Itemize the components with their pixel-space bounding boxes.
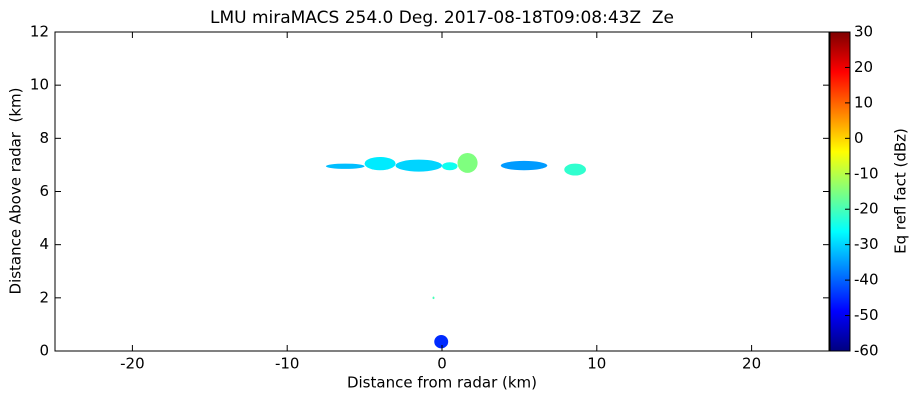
colorbar-tick-label: 30 (854, 23, 873, 41)
y-tick-label: 6 (39, 182, 49, 200)
x-tick-label: 20 (742, 355, 761, 373)
x-tick-label: 0 (437, 355, 447, 373)
echo (442, 162, 458, 171)
y-tick-label: 10 (30, 76, 49, 94)
colorbar-tick-label: -10 (854, 164, 879, 182)
colorbar-tick-label: 20 (854, 58, 873, 76)
echo (364, 156, 396, 171)
y-axis-label: Distance Above radar (km) (7, 88, 25, 295)
x-tick-label: -20 (120, 355, 145, 373)
colorbar-tick-label: -40 (854, 271, 879, 289)
echo (457, 152, 478, 173)
echo (395, 159, 442, 172)
colorbar (829, 31, 851, 352)
x-tick-label: -10 (275, 355, 300, 373)
colorbar-label: Eq refl fact (dBz) (892, 128, 910, 254)
colorbar-tick-label: -60 (854, 342, 879, 360)
y-tick-label: 4 (39, 235, 49, 253)
colorbar-tick-label: 10 (854, 93, 873, 111)
y-tick-label: 2 (39, 288, 49, 306)
echo (325, 163, 365, 169)
y-tick-label: 8 (39, 129, 49, 147)
colorbar-tick-label: 0 (854, 129, 864, 147)
colorbar-tick-label: -50 (854, 306, 879, 324)
chart-title: LMU miraMACS 254.0 Deg. 2017-08-18T09:08… (210, 8, 674, 28)
x-tick-label: 10 (587, 355, 606, 373)
x-axis-label: Distance from radar (km) (347, 374, 537, 392)
y-tick-label: 0 (39, 342, 49, 360)
echo (432, 296, 435, 300)
colorbar-tick-label: -30 (854, 235, 879, 253)
echo (434, 335, 449, 349)
echo (564, 163, 586, 176)
y-tick-label: 12 (30, 23, 49, 41)
echo (500, 160, 548, 171)
colorbar-tick-label: -20 (854, 200, 879, 218)
plot-frame (54, 31, 830, 352)
